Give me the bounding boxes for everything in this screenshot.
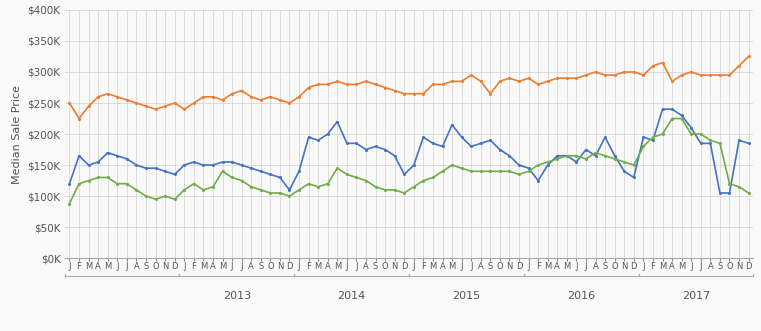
Text: 2015: 2015 [452,291,480,301]
Text: 2014: 2014 [338,291,366,301]
Text: 2013: 2013 [223,291,251,301]
Text: 2017: 2017 [682,291,710,301]
Text: 2016: 2016 [567,291,595,301]
Y-axis label: Median Sale Price: Median Sale Price [12,84,22,184]
